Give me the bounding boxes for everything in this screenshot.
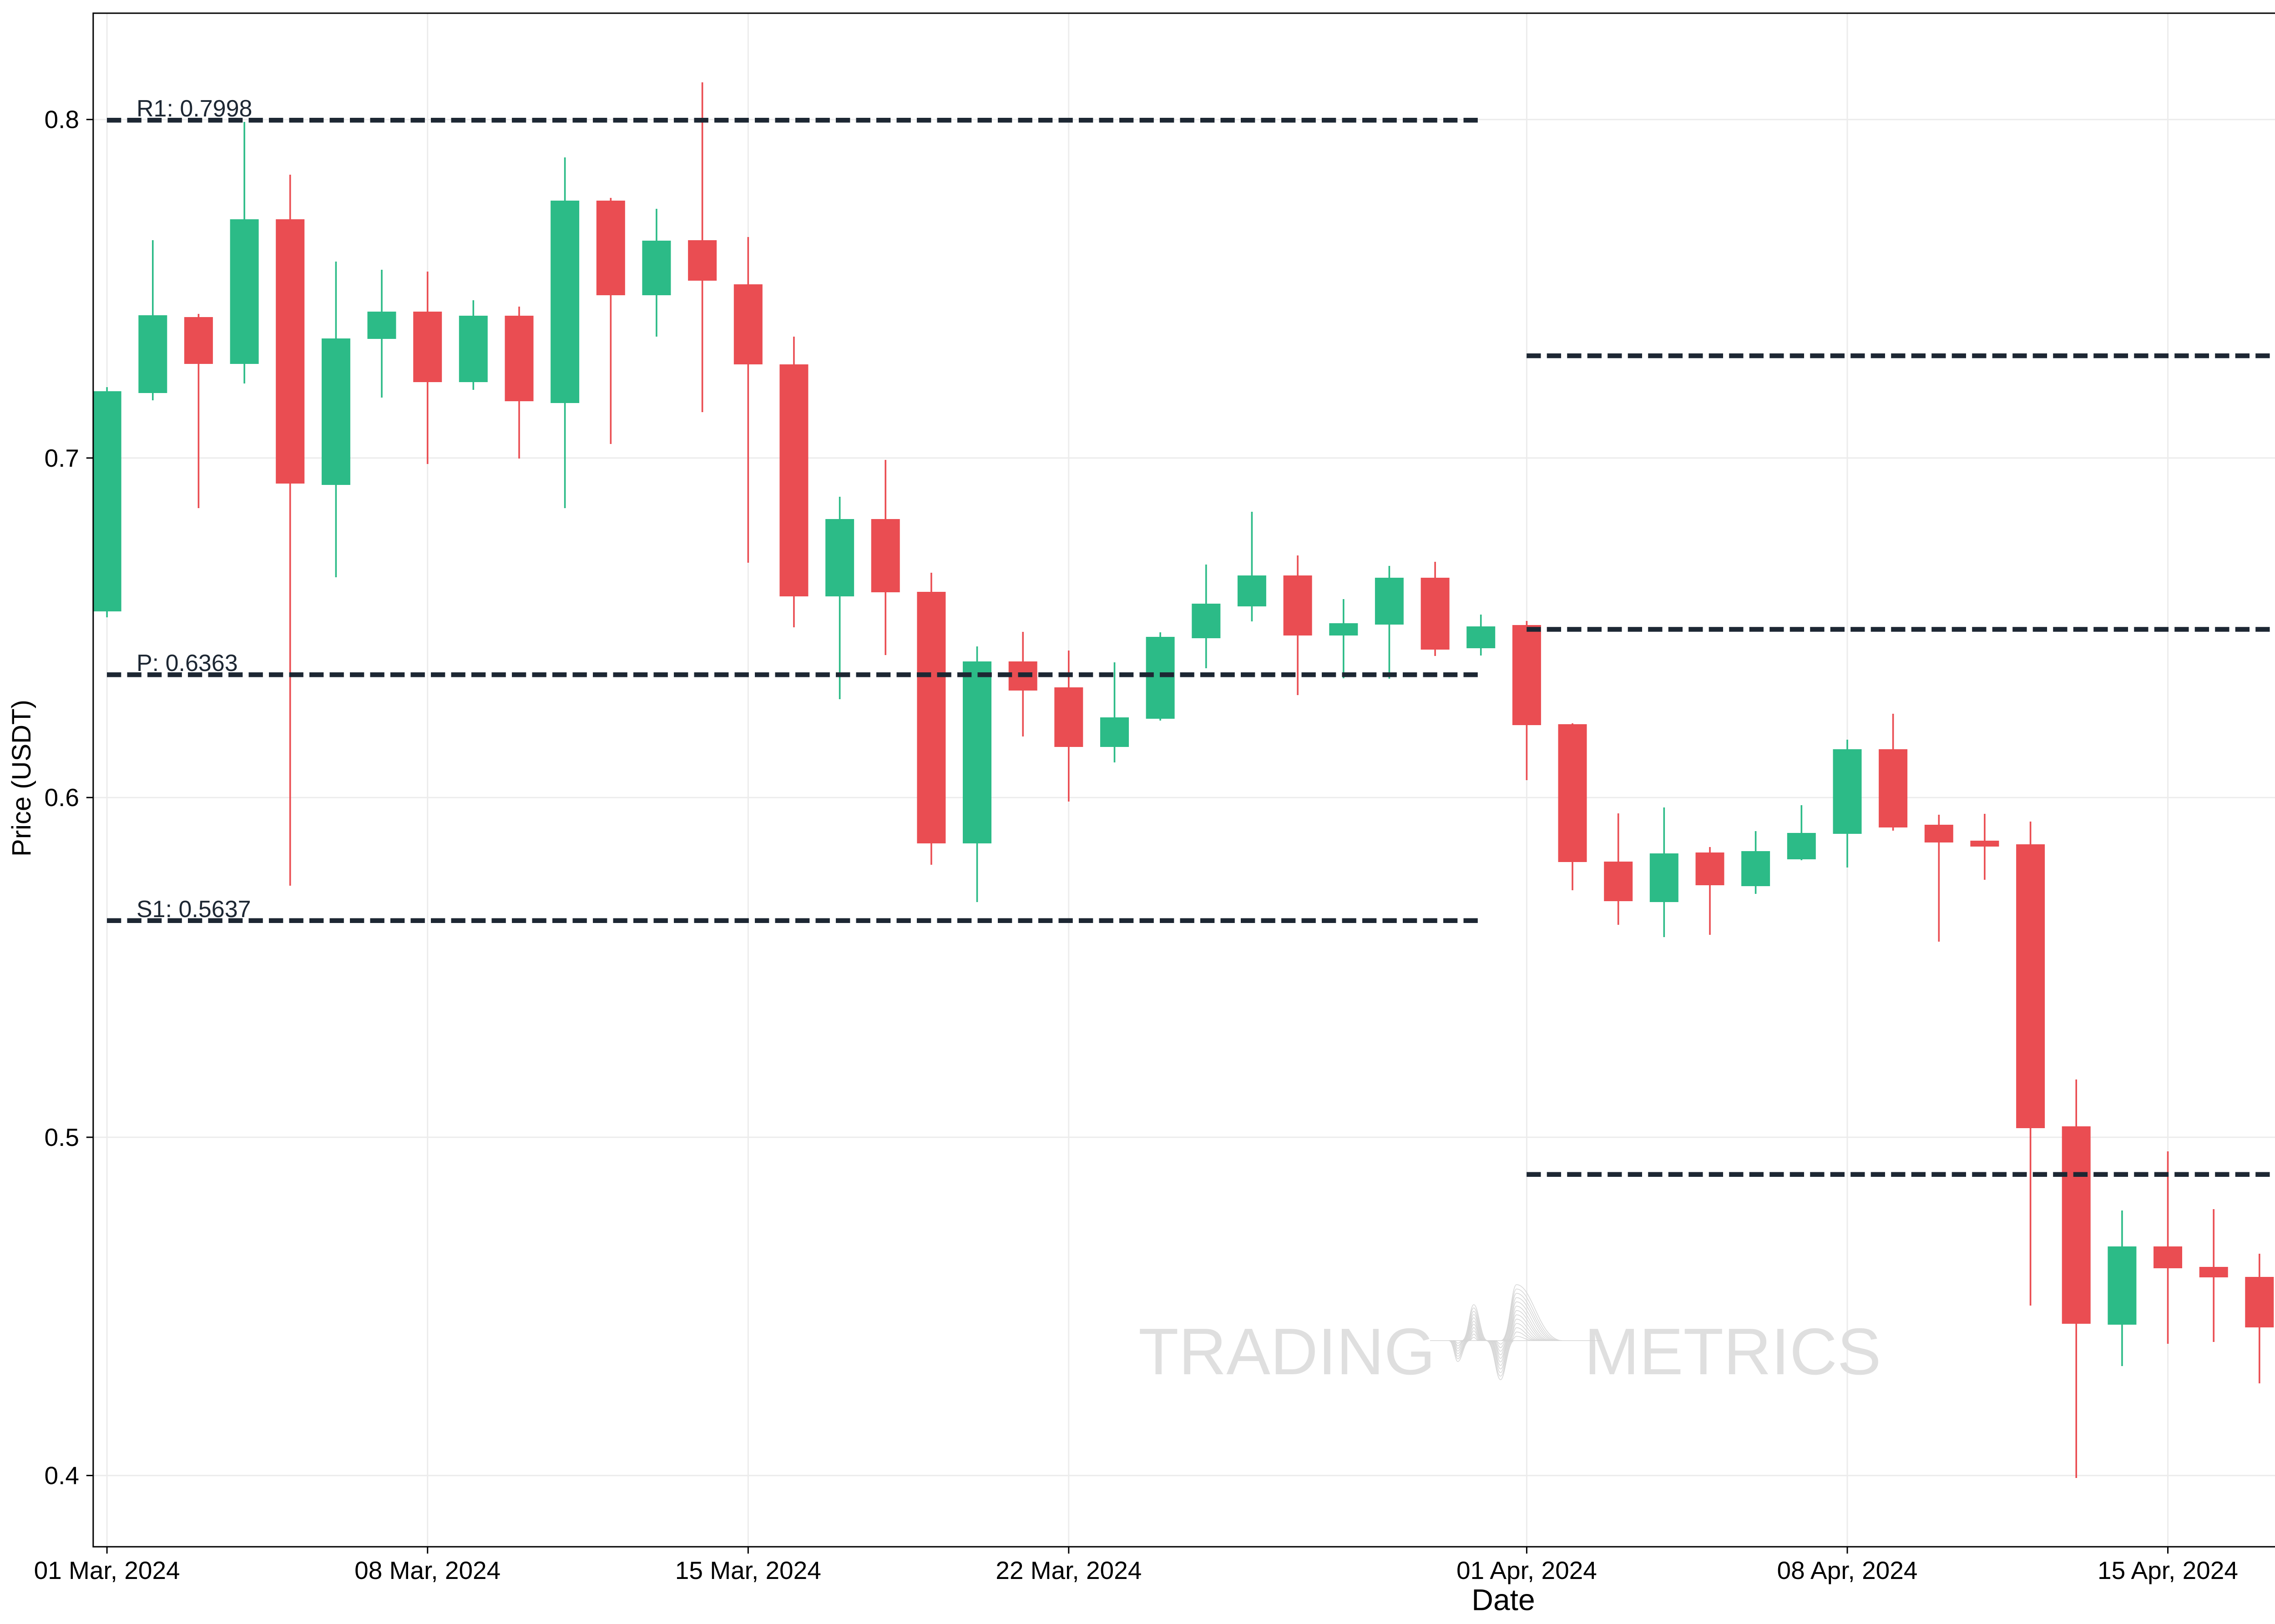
svg-text:01 Mar, 2024: 01 Mar, 2024 — [34, 1556, 180, 1584]
svg-text:08 Mar, 2024: 08 Mar, 2024 — [354, 1556, 500, 1584]
svg-text:0.7: 0.7 — [45, 444, 79, 472]
svg-text:METRICS: METRICS — [1584, 1315, 1881, 1388]
svg-text:22 Mar, 2024: 22 Mar, 2024 — [996, 1556, 1142, 1584]
svg-text:0.5: 0.5 — [45, 1123, 79, 1151]
svg-text:15 Apr, 2024: 15 Apr, 2024 — [2098, 1556, 2238, 1584]
svg-text:0.6: 0.6 — [45, 783, 79, 812]
svg-text:TRADING: TRADING — [1138, 1315, 1436, 1388]
svg-text:P: 0.6363: P: 0.6363 — [136, 650, 238, 676]
svg-text:15 Mar, 2024: 15 Mar, 2024 — [675, 1556, 821, 1584]
svg-text:R1: 0.7998: R1: 0.7998 — [136, 96, 252, 122]
svg-text:Price (USDT): Price (USDT) — [7, 700, 36, 857]
svg-text:0.4: 0.4 — [45, 1462, 79, 1490]
svg-text:0.8: 0.8 — [45, 106, 79, 134]
svg-text:Date: Date — [1471, 1583, 1535, 1617]
svg-text:S1: 0.5637: S1: 0.5637 — [136, 896, 251, 923]
svg-text:01 Apr, 2024: 01 Apr, 2024 — [1456, 1556, 1597, 1584]
svg-text:08 Apr, 2024: 08 Apr, 2024 — [1777, 1556, 1918, 1584]
